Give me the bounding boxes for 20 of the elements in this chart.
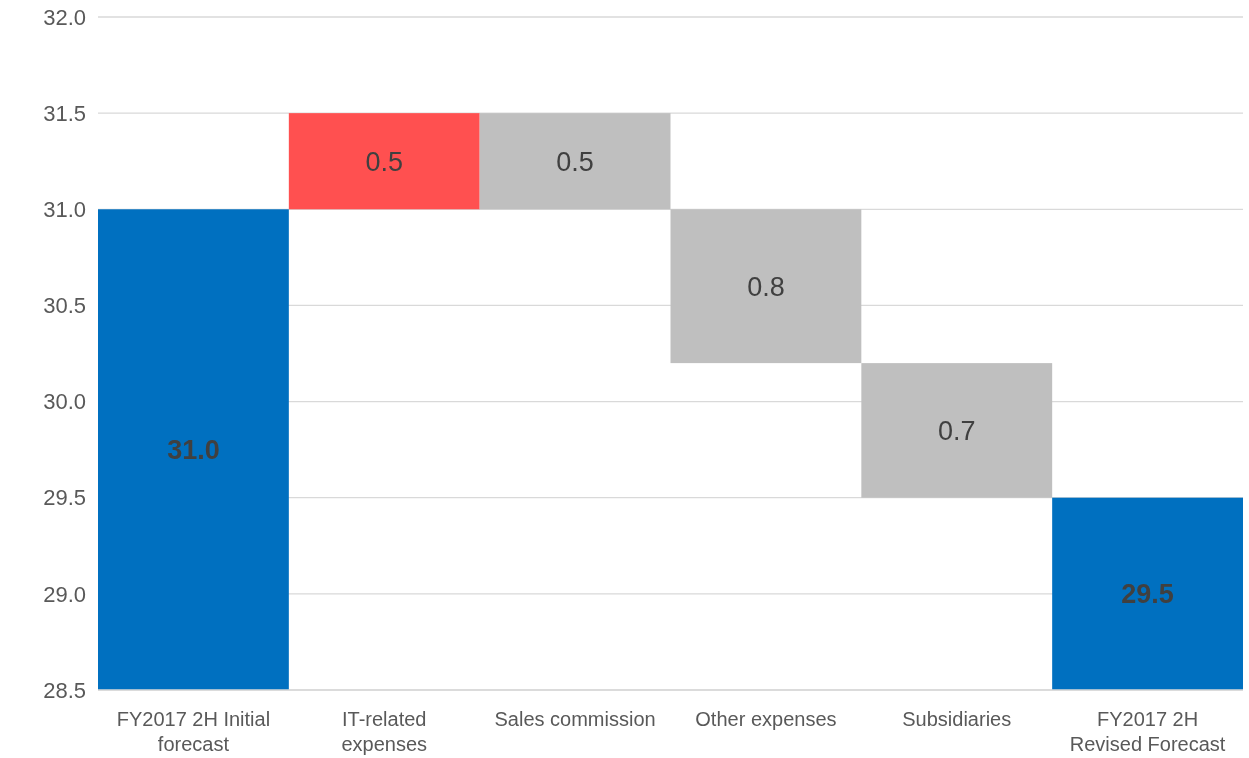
- y-tick-label: 30.0: [43, 389, 86, 415]
- x-tick-label: Sales commission: [494, 708, 656, 730]
- data-label: 0.5: [365, 146, 404, 177]
- y-tick-label: 30.5: [43, 293, 86, 319]
- y-tick-label: 29.5: [43, 485, 86, 511]
- y-tick-label: 29.0: [43, 581, 86, 607]
- x-tick-label: IT-related expenses: [341, 708, 428, 755]
- x-tick-label: Subsidiaries: [902, 708, 1012, 730]
- data-label: 0.5: [556, 146, 594, 177]
- data-label: 0.8: [747, 271, 785, 302]
- y-tick-label: 31.5: [43, 100, 86, 126]
- data-label: 0.7: [937, 415, 976, 446]
- y-tick-label: 28.5: [43, 677, 86, 703]
- x-tick-label: Other expenses: [695, 708, 837, 730]
- x-tick-label: FY2017 2H Initial forecast: [116, 708, 271, 755]
- y-tick-label: 32.0: [43, 4, 86, 30]
- x-tick-label: FY2017 2H Revised Forecast: [1069, 708, 1226, 755]
- data-label: 29.5: [1121, 579, 1174, 610]
- data-label: 31.0: [167, 435, 220, 466]
- y-tick-label: 31.0: [43, 196, 86, 222]
